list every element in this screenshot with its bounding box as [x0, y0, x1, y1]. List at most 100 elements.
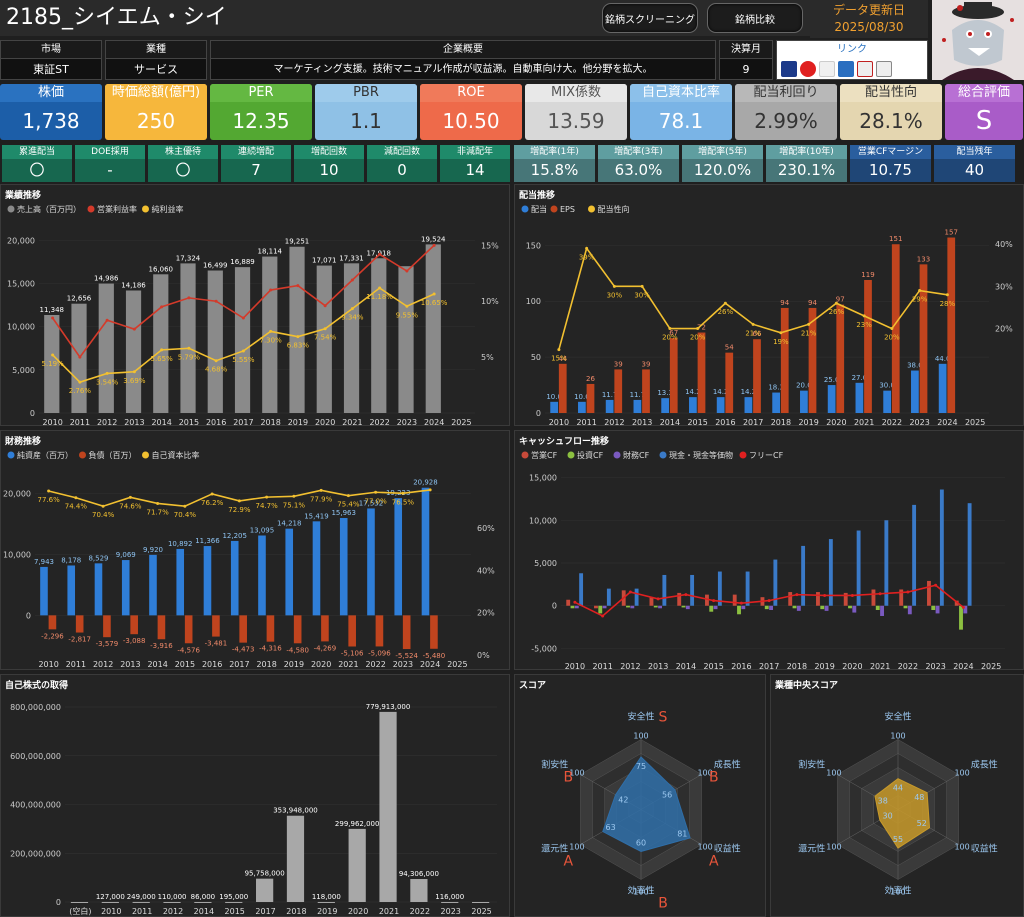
line-point: [668, 327, 672, 331]
line-label: 71.7%: [147, 508, 170, 516]
financial-title: 財務推移: [5, 437, 42, 447]
data-label: 14,986: [94, 275, 119, 283]
line-point: [656, 597, 660, 601]
bar: [677, 592, 682, 606]
line-point: [350, 307, 354, 311]
data-label: 25.0: [824, 376, 840, 384]
stat-card: 連続増配 7: [221, 145, 291, 182]
data-label: 133: [917, 255, 930, 263]
bar: [741, 605, 746, 610]
stat-value: 63.0%: [598, 159, 679, 182]
stat-value: 10.75: [850, 159, 931, 182]
radar-axis-label: 還元性: [798, 843, 825, 855]
screening-button[interactable]: 銘柄スクリーニング: [602, 3, 698, 33]
bar: [598, 605, 603, 614]
line-label: 29%: [912, 296, 928, 304]
bar: [864, 280, 872, 413]
kpi-value: 78.1: [658, 109, 704, 133]
bar: [753, 339, 761, 413]
update-label: データ更新日: [832, 3, 905, 17]
radar-axis-label: 安全性: [627, 711, 654, 723]
yutai-link-icon[interactable]: [876, 61, 892, 77]
bar: [848, 605, 852, 609]
legend-item: 負債（百万）: [89, 450, 137, 460]
bar: [690, 574, 695, 606]
x-tick-label: 2018: [256, 660, 276, 669]
line-label: 70.4%: [92, 511, 115, 519]
line-point: [585, 246, 589, 250]
legend-dot: [550, 205, 558, 213]
line-label: 77.9%: [310, 495, 333, 503]
score-title: スコア: [519, 681, 547, 691]
ir-link-icon[interactable]: [781, 61, 797, 77]
bar: [725, 352, 734, 413]
stat-card: 累進配当〇: [2, 145, 72, 182]
stat-value: 〇: [148, 159, 218, 182]
x-tick-label: 2010: [38, 660, 58, 669]
legend-dot: [87, 205, 95, 213]
kpi-value: 10.50: [442, 109, 500, 133]
x-tick-label: 2022: [898, 662, 918, 671]
stat-label: 増配回数: [310, 147, 347, 157]
data-label: -4,473: [232, 646, 255, 654]
bar: [954, 600, 959, 606]
kpi-label: 配当利回り: [735, 84, 837, 102]
data-label: 116,000: [435, 893, 464, 901]
line-label: 30%: [634, 291, 650, 299]
bar: [230, 540, 239, 616]
x-tick-label: 2021: [854, 418, 874, 427]
stat-label: DOE採用: [91, 147, 129, 157]
x-tick-label: 2021: [338, 660, 358, 669]
links-cell: リンク: [776, 40, 928, 80]
bar: [606, 588, 611, 606]
bar: [602, 605, 607, 609]
legend-dot: [142, 205, 149, 213]
bar: [685, 605, 690, 610]
line-point: [160, 348, 164, 352]
radar-axis-label: 収益性: [971, 843, 998, 855]
stat-card: 増配率(10年) 230.1%: [766, 145, 847, 182]
x-tick-label: 2014: [660, 418, 680, 427]
stat-card: 増配率(3年) 63.0%: [598, 145, 679, 182]
line-point: [878, 592, 882, 596]
line-label: 74.7%: [256, 502, 279, 510]
x-tick-label: 2015: [687, 418, 707, 427]
compare-button[interactable]: 銘柄比較: [707, 3, 803, 33]
chart-link-icon[interactable]: [838, 61, 854, 77]
bar: [899, 589, 904, 606]
news-link-icon[interactable]: [800, 61, 816, 77]
legend-dot: [567, 451, 575, 459]
data-label: -5,096: [368, 649, 391, 657]
line-point: [269, 288, 273, 292]
kpi-card: MIX係数 13.59: [525, 84, 627, 140]
line-point: [807, 322, 811, 326]
y2-tick-label: 20%: [477, 609, 495, 618]
stock-link-icon[interactable]: [857, 61, 873, 77]
data-label: -2,817: [68, 636, 91, 644]
x-tick-label: 2023: [909, 418, 929, 427]
x-tick-label: 2010: [42, 418, 62, 427]
line-point: [156, 501, 160, 505]
line-label: 5.55%: [232, 356, 255, 364]
bar: [121, 560, 130, 616]
radar-max-label: 100: [697, 843, 712, 852]
data-label: 18,114: [258, 248, 283, 256]
bar: [289, 246, 305, 413]
bar: [689, 397, 697, 413]
kpi-value: 12.35: [232, 109, 290, 133]
line-point: [74, 496, 78, 500]
x-tick-label: 2011: [66, 660, 86, 669]
bar: [713, 605, 718, 610]
line-point: [350, 278, 354, 282]
bar: [883, 390, 892, 413]
line-point: [323, 327, 327, 331]
finance-link-icon[interactable]: [819, 61, 835, 77]
line-point: [405, 269, 409, 273]
legend-dot: [521, 205, 529, 213]
line-point: [640, 284, 644, 288]
x-tick-label: 2024: [953, 662, 973, 671]
x-tick-label: 2013: [648, 662, 668, 671]
dividend-chart: 配当 EPS 配当性向 0 50 100 150 20% 30% 40% 2010 2011 2012 2…: [521, 204, 1013, 427]
x-tick-label: 2013: [124, 418, 144, 427]
